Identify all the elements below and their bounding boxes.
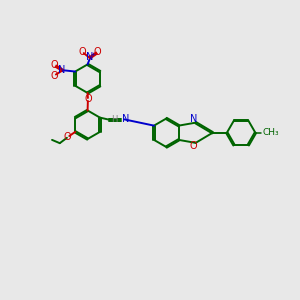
Text: H: H: [111, 116, 118, 124]
Text: O: O: [64, 132, 72, 142]
Text: O: O: [50, 71, 58, 81]
Text: O: O: [79, 47, 86, 57]
Text: +: +: [90, 52, 95, 57]
Text: CH₃: CH₃: [263, 128, 279, 137]
Text: N: N: [86, 52, 93, 62]
Text: O: O: [190, 141, 197, 152]
Text: N: N: [122, 114, 130, 124]
Text: N: N: [190, 114, 197, 124]
Text: N: N: [58, 65, 65, 75]
Text: O: O: [84, 94, 92, 104]
Text: O: O: [50, 60, 58, 70]
Text: O: O: [94, 47, 101, 57]
